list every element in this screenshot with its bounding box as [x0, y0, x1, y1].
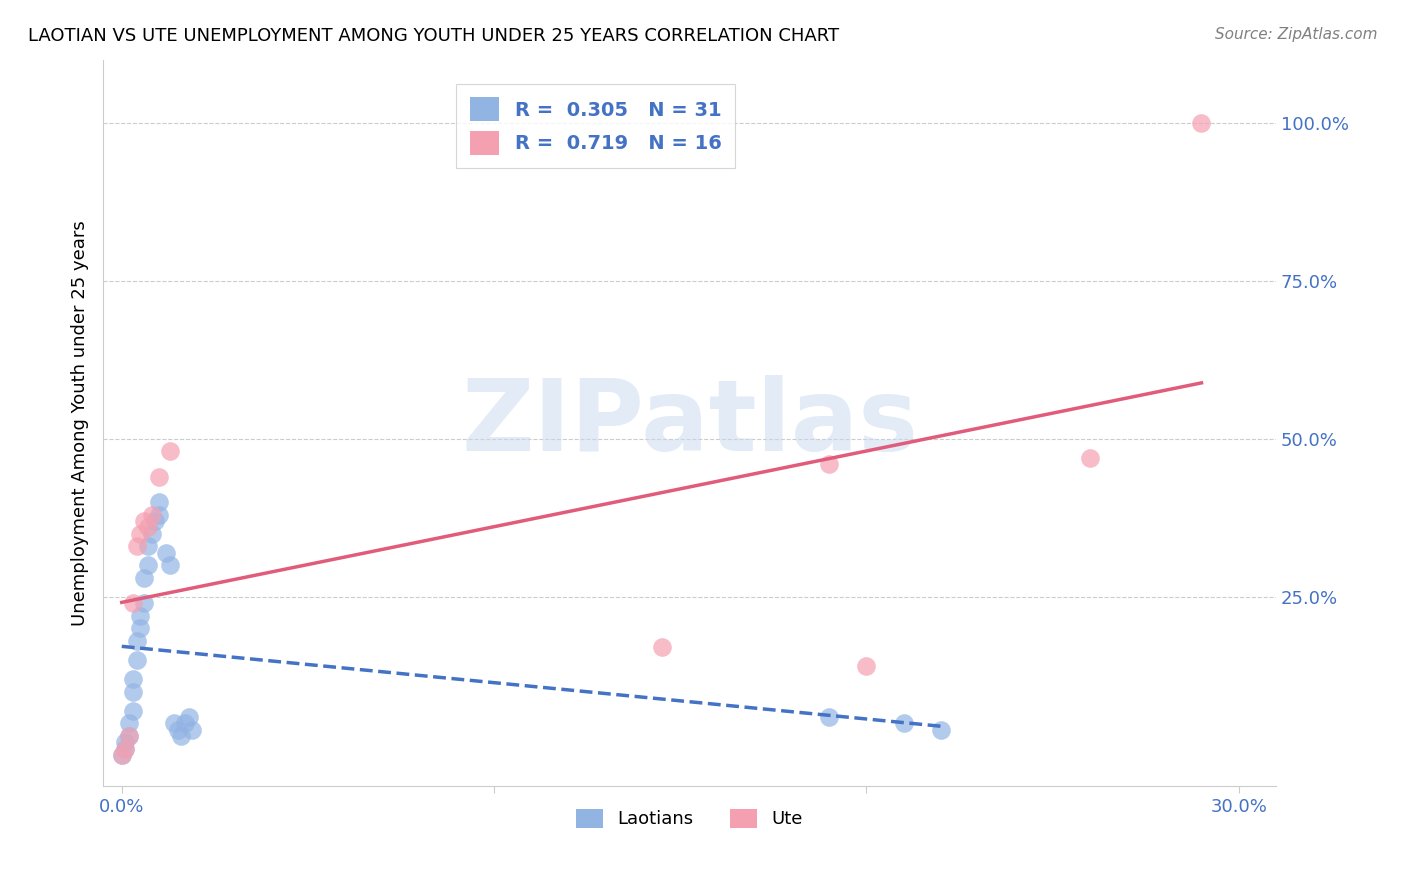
Point [181, 723, 204, 737]
Point [155, 546, 177, 560]
Point [125, 634, 148, 648]
Point [118, 729, 141, 743]
Point [118, 729, 141, 743]
Point [111, 747, 134, 762]
Point [114, 741, 136, 756]
Point [651, 640, 673, 655]
Point [129, 608, 152, 623]
Point [148, 469, 170, 483]
Legend: Laotians, Ute: Laotians, Ute [569, 802, 810, 836]
Point [136, 520, 159, 534]
Point [174, 716, 197, 731]
Text: Source: ZipAtlas.com: Source: ZipAtlas.com [1215, 27, 1378, 42]
Point [177, 710, 200, 724]
Point [111, 747, 134, 762]
Point [125, 539, 148, 553]
Point [159, 558, 181, 573]
Point [129, 622, 152, 636]
Point [818, 457, 841, 471]
Point [855, 659, 877, 673]
Point [818, 710, 841, 724]
Text: LAOTIAN VS UTE UNEMPLOYMENT AMONG YOUTH UNDER 25 YEARS CORRELATION CHART: LAOTIAN VS UTE UNEMPLOYMENT AMONG YOUTH … [28, 27, 839, 45]
Point [163, 716, 186, 731]
Point [166, 723, 188, 737]
Point [122, 596, 145, 610]
Point [1191, 116, 1213, 130]
Point [125, 653, 148, 667]
Point [141, 526, 163, 541]
Point [929, 723, 952, 737]
Point [132, 571, 155, 585]
Point [141, 508, 163, 522]
Point [143, 514, 166, 528]
Y-axis label: Unemployment Among Youth under 25 years: Unemployment Among Youth under 25 years [72, 220, 89, 626]
Point [170, 729, 193, 743]
Point [136, 539, 159, 553]
Text: ZIPatlas: ZIPatlas [461, 375, 918, 472]
Point [159, 444, 181, 458]
Point [129, 526, 152, 541]
Point [148, 495, 170, 509]
Point [136, 558, 159, 573]
Point [893, 716, 915, 731]
Point [122, 704, 145, 718]
Point [114, 735, 136, 749]
Point [114, 741, 136, 756]
Point [148, 508, 170, 522]
Point [122, 672, 145, 686]
Point [132, 596, 155, 610]
Point [132, 514, 155, 528]
Point [118, 716, 141, 731]
Point [1078, 450, 1101, 465]
Point [122, 684, 145, 698]
